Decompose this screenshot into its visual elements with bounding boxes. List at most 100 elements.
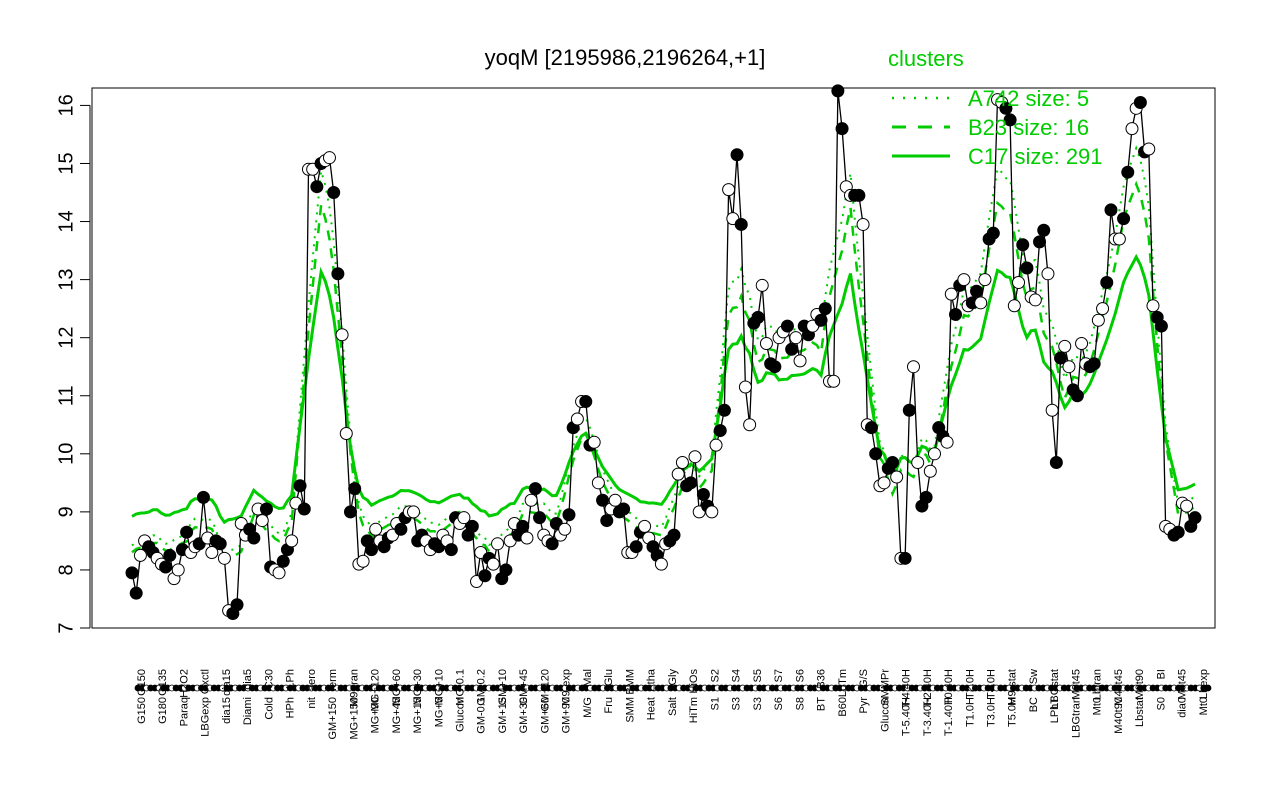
data-point: [310, 180, 324, 194]
x-tick-label: GM+150: [327, 697, 339, 740]
data-point: [129, 586, 143, 600]
x-tick-label: MG+5: [433, 697, 445, 727]
data-point: [1142, 142, 1156, 156]
x-tick-label: M0t90: [1134, 669, 1146, 700]
data-point: [1007, 299, 1021, 313]
x-tick-label: S4: [731, 669, 743, 682]
x-tick-label: C30: [263, 669, 275, 689]
data-point: [869, 447, 883, 461]
data-point: [831, 84, 845, 98]
data-point: [331, 267, 345, 281]
legend-label: B23 size: 16: [968, 115, 1089, 140]
y-tick-label: 15: [55, 152, 77, 174]
data-point: [364, 543, 378, 557]
data-point: [1180, 499, 1194, 513]
x-tick-label: T5.0H: [1007, 697, 1019, 727]
y-tick-label: 7: [55, 622, 77, 633]
data-point: [730, 148, 744, 162]
data-point: [528, 482, 542, 496]
data-point: [780, 319, 794, 333]
y-tick-label: 12: [55, 327, 77, 349]
x-tick-label: aero: [306, 669, 318, 691]
x-tick-label: S2: [709, 669, 721, 682]
data-point: [722, 183, 736, 197]
x-tick-label: G135: [157, 669, 169, 696]
data-point: [570, 412, 584, 426]
x-tick-label: G/S: [858, 669, 870, 688]
data-point: [591, 476, 605, 490]
x-tick-label: BT: [816, 697, 828, 711]
x-tick-label: Sw: [1028, 669, 1040, 684]
x-tick-label: LBGexp: [200, 697, 212, 737]
x-tick-label: B60: [837, 697, 849, 717]
legend-label: A742 size: 5: [968, 86, 1089, 111]
data-point: [944, 287, 958, 301]
data-point: [465, 519, 479, 533]
x-tick-label: MG+120: [370, 669, 382, 712]
x-tick-label: S3: [752, 697, 764, 710]
y-tick-label: 8: [55, 564, 77, 575]
x-tick-label: Lbstat: [1134, 697, 1146, 727]
x-tick-label: S6: [794, 669, 806, 682]
data-point: [667, 528, 681, 542]
x-tick-label: HiOs: [688, 669, 700, 694]
x-tick-label: BC: [1028, 697, 1040, 712]
data-point: [957, 273, 971, 287]
data-point: [1171, 525, 1185, 539]
x-tick-label: GM+120: [539, 669, 551, 712]
x-tick-label: ferm: [327, 669, 339, 691]
x-tick-label: S1: [709, 697, 721, 710]
x-tick-label: LoTm: [837, 669, 849, 697]
x-tick-label: BI: [1155, 669, 1167, 679]
x-tick-label: G150: [136, 697, 148, 724]
data-point: [705, 505, 719, 519]
x-tick-label: S7: [773, 669, 785, 682]
data-point: [885, 456, 899, 470]
data-point: [562, 508, 576, 522]
x-tick-label: GM+90: [561, 697, 573, 733]
x-tick-label: G180: [157, 697, 169, 724]
data-point: [768, 360, 782, 374]
data-point: [928, 447, 942, 461]
data-point: [478, 569, 492, 583]
data-point: [394, 522, 408, 536]
data-point: [974, 296, 988, 310]
data-point: [196, 490, 210, 504]
data-point: [717, 403, 731, 417]
x-tick-label: Mt0: [1198, 697, 1210, 715]
x-tick-label: Salt: [667, 697, 679, 716]
y-tick-label: 14: [55, 210, 77, 232]
x-tick-label: MG+30: [412, 669, 424, 705]
data-point: [285, 534, 299, 548]
data-point: [864, 421, 878, 435]
data-point: [671, 467, 685, 481]
x-tick-label: Heat: [646, 697, 658, 720]
x-tick-label: Glucon: [455, 697, 467, 732]
data-point: [789, 331, 803, 345]
x-tick-label: M9-exp: [561, 669, 573, 706]
x-tick-label: Mt0: [1092, 697, 1104, 715]
x-tick-label: M40t90: [1113, 697, 1125, 734]
data-point: [516, 519, 530, 533]
data-point: [1016, 238, 1030, 252]
data-point: [335, 328, 349, 342]
x-tick-label: S3: [731, 697, 743, 710]
x-tick-label: dia15: [221, 669, 233, 696]
x-tick-label: S0: [1155, 697, 1167, 710]
plot-frame: [91, 87, 1216, 629]
x-tick-label: Glucon: [879, 697, 891, 732]
data-point: [738, 380, 752, 394]
data-point: [1133, 96, 1147, 110]
plot-area: [91, 87, 1216, 629]
data-point: [343, 505, 357, 519]
data-point: [1112, 232, 1126, 246]
x-tick-label: HiTm: [688, 697, 700, 723]
data-point: [499, 563, 513, 577]
data-point: [1028, 293, 1042, 307]
data-point: [369, 522, 383, 536]
data-point: [638, 519, 652, 533]
x-tick-label: S6: [773, 697, 785, 710]
data-point: [785, 342, 799, 356]
x-tick-label: T-1.40H: [943, 697, 955, 736]
x-tick-label: Gly: [667, 669, 679, 686]
